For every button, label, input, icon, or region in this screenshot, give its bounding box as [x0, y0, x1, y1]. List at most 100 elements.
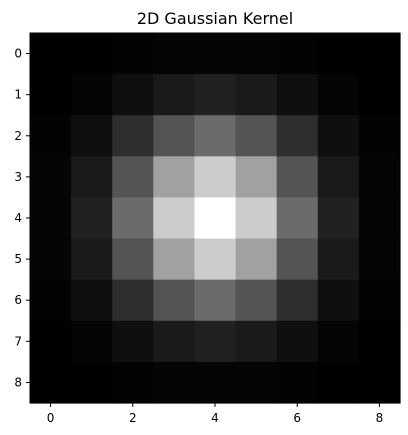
heatmap-cell: [153, 238, 196, 281]
heatmap-cell: [30, 33, 72, 75]
heatmap-cell: [112, 74, 154, 116]
heatmap-cell: [235, 33, 278, 75]
heatmap-cell: [276, 197, 319, 240]
heatmap-cells: [30, 33, 401, 404]
heatmap-cell: [71, 74, 113, 116]
heatmap-cell: [153, 74, 196, 116]
heatmap-cell: [71, 156, 113, 199]
heatmap-cell: [194, 361, 237, 404]
heatmap-cell: [358, 33, 401, 75]
heatmap-cell: [30, 238, 72, 281]
heatmap-cell: [235, 279, 278, 322]
heatmap-cell: [317, 361, 360, 404]
heatmap-cell: [30, 320, 72, 363]
x-tick-label: 4: [211, 411, 219, 425]
heatmap-cell: [235, 74, 278, 116]
heatmap-cell: [317, 115, 360, 157]
heatmap-cell: [30, 74, 72, 116]
heatmap-cell: [276, 74, 319, 116]
y-axis-ticks: 0 1 2 3 4 5 6 7 8: [14, 47, 30, 389]
heatmap-cell: [235, 320, 278, 363]
x-tick-label: 8: [376, 411, 384, 425]
heatmap-cell: [194, 197, 237, 240]
y-tick-label: 4: [14, 211, 22, 225]
heatmap-cell: [235, 115, 278, 157]
heatmap-cell: [30, 279, 72, 322]
y-tick-label: 1: [14, 88, 22, 102]
heatmap-cell: [71, 197, 113, 240]
heatmap-cell: [358, 279, 401, 322]
heatmap-cell: [153, 115, 196, 157]
heatmap-cell: [71, 320, 113, 363]
x-tick-label: 2: [129, 411, 137, 425]
y-tick-label: 3: [14, 170, 22, 184]
heatmap-cell: [30, 156, 72, 199]
heatmap-cell: [112, 156, 154, 199]
heatmap-cell: [153, 320, 196, 363]
y-tick-label: 5: [14, 252, 22, 266]
heatmap-cell: [153, 279, 196, 322]
heatmap-cell: [317, 74, 360, 116]
heatmap-cell: [112, 279, 154, 322]
heatmap-cell: [235, 238, 278, 281]
heatmap-cell: [276, 33, 319, 75]
heatmap-cell: [112, 115, 154, 157]
heatmap-cell: [112, 361, 154, 404]
heatmap-cell: [317, 197, 360, 240]
chart-title: 2D Gaussian Kernel: [137, 9, 293, 28]
y-tick-label: 6: [14, 293, 22, 307]
heatmap-cell: [276, 320, 319, 363]
heatmap-cell: [358, 361, 401, 404]
heatmap-cell: [235, 197, 278, 240]
heatmap-cell: [194, 279, 237, 322]
heatmap-cell: [71, 33, 113, 75]
heatmap-cell: [358, 115, 401, 157]
heatmap-cell: [317, 320, 360, 363]
heatmap-cell: [194, 320, 237, 363]
heatmap-cell: [276, 115, 319, 157]
heatmap-cell: [317, 279, 360, 322]
heatmap-cell: [153, 33, 196, 75]
heatmap-cell: [30, 361, 72, 404]
heatmap-cell: [194, 156, 237, 199]
heatmap-cell: [153, 361, 196, 404]
heatmap-cell: [71, 279, 113, 322]
heatmap-cell: [194, 33, 237, 75]
heatmap-cell: [112, 320, 154, 363]
heatmap-cell: [276, 238, 319, 281]
y-tick-label: 0: [14, 47, 22, 61]
x-tick-label: 6: [293, 411, 301, 425]
x-axis-ticks: 0 2 4 6 8: [47, 403, 384, 425]
heatmap-cell: [194, 115, 237, 157]
heatmap-cell: [358, 197, 401, 240]
heatmap-cell: [71, 238, 113, 281]
heatmap-cell: [71, 361, 113, 404]
heatmap-cell: [317, 156, 360, 199]
heatmap-cell: [235, 361, 278, 404]
heatmap-cell: [358, 156, 401, 199]
heatmap-cell: [235, 156, 278, 199]
heatmap-cell: [71, 115, 113, 157]
heatmap-cell: [358, 320, 401, 363]
heatmap-cell: [112, 33, 154, 75]
y-tick-label: 8: [14, 375, 22, 389]
heatmap-cell: [112, 197, 154, 240]
heatmap-cell: [317, 238, 360, 281]
heatmap-cell: [30, 197, 72, 240]
heatmap-cell: [358, 74, 401, 116]
heatmap-cell: [153, 197, 196, 240]
heatmap-cell: [317, 33, 360, 75]
x-tick-label: 0: [47, 411, 55, 425]
heatmap-cell: [194, 74, 237, 116]
heatmap-cell: [276, 279, 319, 322]
heatmap-cell: [30, 115, 72, 157]
heatmap-cell: [194, 238, 237, 281]
y-tick-label: 2: [14, 129, 22, 143]
heatmap-cell: [153, 156, 196, 199]
heatmap-cell: [276, 361, 319, 404]
y-tick-label: 7: [14, 334, 22, 348]
heatmap-cell: [358, 238, 401, 281]
heatmap-cell: [276, 156, 319, 199]
heatmap-cell: [112, 238, 154, 281]
